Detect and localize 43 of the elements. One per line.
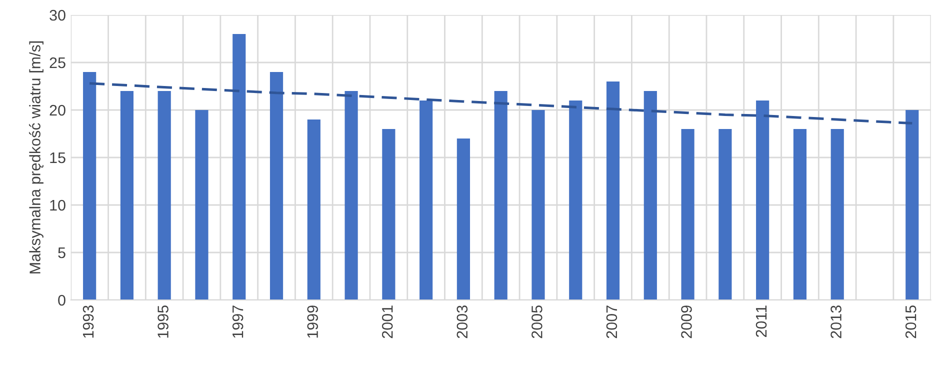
bar bbox=[120, 91, 134, 300]
x-tick-label: 1995 bbox=[158, 306, 168, 338]
bar bbox=[644, 91, 657, 300]
bar bbox=[830, 129, 844, 300]
bar bbox=[195, 110, 208, 300]
bar bbox=[906, 110, 919, 300]
bar bbox=[83, 72, 96, 300]
x-tick-label: 2003 bbox=[456, 306, 468, 338]
bar bbox=[382, 129, 396, 300]
bar bbox=[606, 82, 620, 300]
bar bbox=[793, 129, 807, 300]
x-tick-label: 2013 bbox=[830, 306, 842, 338]
bar bbox=[307, 120, 320, 300]
x-tick-label: 1997 bbox=[232, 306, 244, 338]
y-tick-label: 20 bbox=[50, 104, 66, 116]
y-tick-label: 25 bbox=[50, 57, 66, 68]
y-tick-label: 5 bbox=[58, 248, 66, 258]
x-tick-label: 1993 bbox=[82, 306, 94, 338]
bar bbox=[158, 91, 171, 300]
x-tick-label: 2005 bbox=[532, 306, 542, 338]
x-tick-label: 1999 bbox=[307, 306, 318, 338]
y-tick-label: 0 bbox=[58, 294, 66, 306]
bar bbox=[718, 129, 732, 300]
bar bbox=[344, 91, 358, 300]
x-tick-label: 2007 bbox=[606, 306, 618, 338]
bar bbox=[420, 100, 433, 300]
bar bbox=[270, 72, 284, 300]
bar bbox=[232, 34, 246, 300]
y-tick-label: 15 bbox=[50, 152, 66, 164]
x-tick-label: 2011 bbox=[756, 306, 767, 337]
bar bbox=[681, 129, 694, 300]
x-tick-label: 2015 bbox=[905, 306, 916, 338]
y-tick-label: 30 bbox=[50, 10, 66, 21]
bar bbox=[756, 100, 770, 300]
bar bbox=[532, 110, 545, 300]
bar bbox=[456, 138, 470, 300]
line-series bbox=[88, 82, 914, 125]
x-tick-label: 2001 bbox=[382, 306, 393, 338]
bar bbox=[569, 100, 582, 300]
y-tick-label: 10 bbox=[50, 200, 66, 211]
bar bbox=[494, 91, 508, 300]
x-tick-label: 2009 bbox=[681, 306, 692, 338]
y-axis-title: Maksymalna prędkość wiatru [m/s] bbox=[29, 41, 44, 274]
